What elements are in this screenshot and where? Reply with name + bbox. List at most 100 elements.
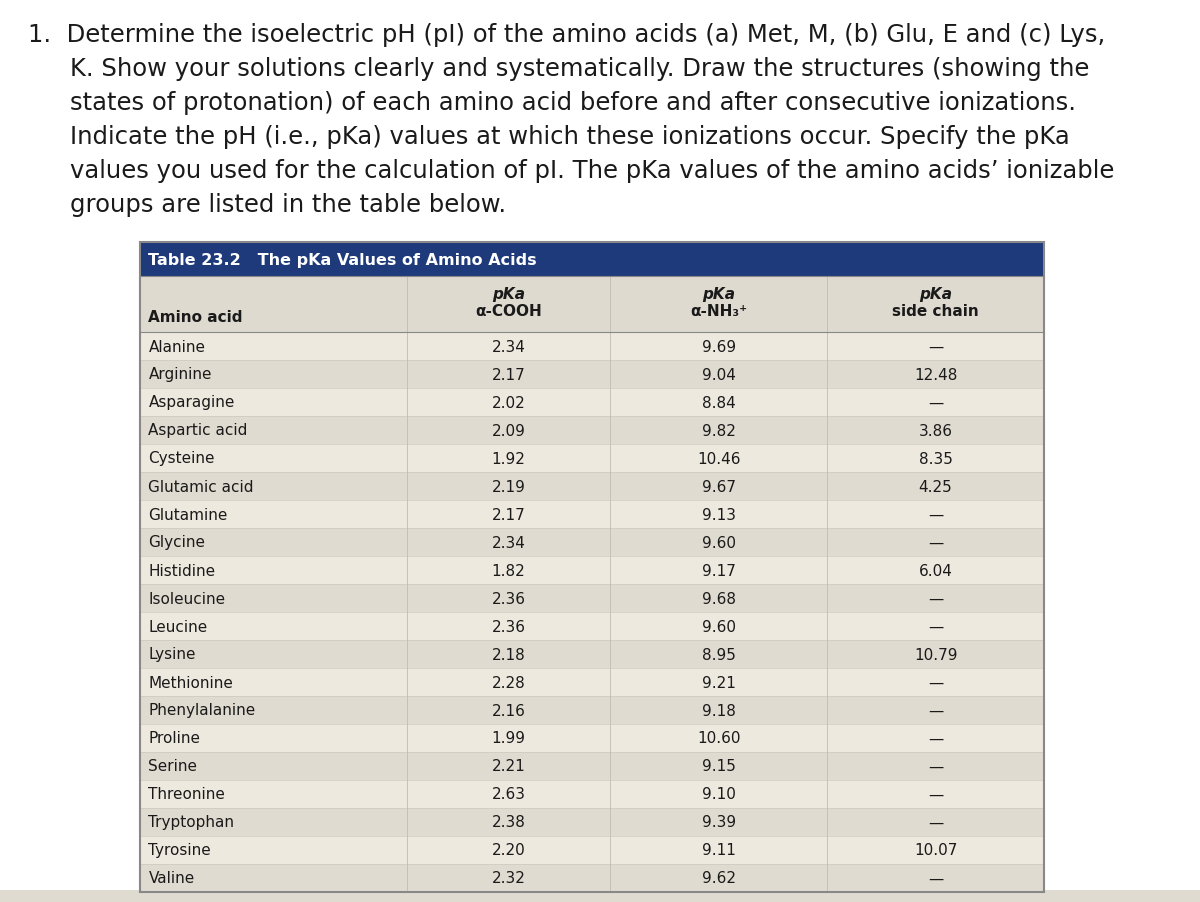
Bar [140, 584, 1044, 612]
Text: 9.68: 9.68 [702, 591, 736, 606]
Text: —: — [928, 870, 943, 886]
Text: —: — [928, 731, 943, 746]
Text: 2.02: 2.02 [492, 395, 526, 410]
Text: 2.63: 2.63 [492, 787, 526, 802]
Bar [140, 612, 1044, 640]
Text: 10.79: 10.79 [914, 647, 958, 662]
Text: 2.34: 2.34 [492, 535, 526, 550]
Bar [140, 808, 1044, 836]
Text: 10.46: 10.46 [697, 451, 740, 466]
Text: Serine: Serine [149, 759, 197, 774]
Bar [140, 277, 1044, 333]
Text: Histidine: Histidine [149, 563, 216, 578]
Text: 9.13: 9.13 [702, 507, 736, 522]
Bar [140, 724, 1044, 752]
Text: 8.35: 8.35 [919, 451, 953, 466]
Bar [140, 557, 1044, 584]
Text: 2.17: 2.17 [492, 367, 526, 382]
Text: Arginine: Arginine [149, 367, 212, 382]
Text: 3.86: 3.86 [918, 423, 953, 438]
Text: 9.17: 9.17 [702, 563, 736, 578]
Text: α-NH₃⁺: α-NH₃⁺ [690, 304, 748, 318]
Text: Phenylalanine: Phenylalanine [149, 703, 256, 718]
Text: —: — [928, 507, 943, 522]
Text: Methionine: Methionine [149, 675, 233, 690]
Bar [140, 780, 1044, 808]
Text: 10.60: 10.60 [697, 731, 740, 746]
Text: 2.32: 2.32 [492, 870, 526, 886]
Bar [140, 668, 1044, 696]
Text: 9.04: 9.04 [702, 367, 736, 382]
Text: pKa: pKa [702, 287, 736, 301]
Text: 2.09: 2.09 [492, 423, 526, 438]
Text: 9.18: 9.18 [702, 703, 736, 718]
Text: 1.92: 1.92 [492, 451, 526, 466]
Text: 2.36: 2.36 [492, 619, 526, 634]
Bar [140, 445, 1044, 473]
Bar [140, 243, 1044, 892]
Text: groups are listed in the table below.: groups are listed in the table below. [70, 193, 506, 216]
Text: 2.19: 2.19 [492, 479, 526, 494]
Text: 9.15: 9.15 [702, 759, 736, 774]
Text: K. Show your solutions clearly and systematically. Draw the structures (showing : K. Show your solutions clearly and syste… [70, 57, 1090, 81]
Text: —: — [928, 591, 943, 606]
Bar [140, 243, 1044, 277]
Text: Tyrosine: Tyrosine [149, 842, 211, 858]
Text: pKa: pKa [492, 287, 526, 301]
Text: states of protonation) of each amino acid before and after consecutive ionizatio: states of protonation) of each amino aci… [70, 91, 1076, 115]
Text: Glutamine: Glutamine [149, 507, 228, 522]
Bar [0, 890, 1200, 902]
Text: —: — [928, 787, 943, 802]
Text: Valine: Valine [149, 870, 194, 886]
Text: Tryptophan: Tryptophan [149, 815, 234, 830]
Text: 1.  Determine the isoelectric pH (pI) of the amino acids (a) Met, M, (b) Glu, E : 1. Determine the isoelectric pH (pI) of … [28, 23, 1105, 47]
Text: 2.36: 2.36 [492, 591, 526, 606]
Text: Asparagine: Asparagine [149, 395, 235, 410]
Text: 2.20: 2.20 [492, 842, 526, 858]
Bar [140, 389, 1044, 417]
Text: Glycine: Glycine [149, 535, 205, 550]
Bar [140, 529, 1044, 557]
Text: 9.82: 9.82 [702, 423, 736, 438]
Bar [140, 836, 1044, 864]
Text: 6.04: 6.04 [919, 563, 953, 578]
Bar [140, 501, 1044, 529]
Text: —: — [928, 815, 943, 830]
Text: 2.18: 2.18 [492, 647, 526, 662]
Bar [140, 333, 1044, 361]
Text: α-COOH: α-COOH [475, 304, 542, 318]
Text: Table 23.2   The pKa Values of Amino Acids: Table 23.2 The pKa Values of Amino Acids [149, 253, 538, 267]
Text: Threonine: Threonine [149, 787, 226, 802]
Text: 1.99: 1.99 [492, 731, 526, 746]
Bar [140, 417, 1044, 445]
Text: 2.16: 2.16 [492, 703, 526, 718]
Text: 9.60: 9.60 [702, 535, 736, 550]
Text: 9.11: 9.11 [702, 842, 736, 858]
Text: side chain: side chain [892, 304, 979, 318]
Text: 2.38: 2.38 [492, 815, 526, 830]
Text: Aspartic acid: Aspartic acid [149, 423, 247, 438]
Text: 10.07: 10.07 [914, 842, 958, 858]
Text: —: — [928, 339, 943, 354]
Text: 2.17: 2.17 [492, 507, 526, 522]
Bar [140, 473, 1044, 501]
Text: 8.95: 8.95 [702, 647, 736, 662]
Text: 2.21: 2.21 [492, 759, 526, 774]
Text: —: — [928, 675, 943, 690]
Text: 12.48: 12.48 [914, 367, 958, 382]
Bar [140, 640, 1044, 668]
Bar [140, 696, 1044, 724]
Text: Glutamic acid: Glutamic acid [149, 479, 254, 494]
Text: Isoleucine: Isoleucine [149, 591, 226, 606]
Text: values you used for the calculation of pI. The pKa values of the amino acids’ io: values you used for the calculation of p… [70, 159, 1115, 183]
Text: Proline: Proline [149, 731, 200, 746]
Text: Indicate the pH (i.e., pKa) values at which these ionizations occur. Specify the: Indicate the pH (i.e., pKa) values at wh… [70, 124, 1069, 149]
Text: 9.39: 9.39 [702, 815, 736, 830]
Text: —: — [928, 395, 943, 410]
Text: 8.84: 8.84 [702, 395, 736, 410]
Text: Cysteine: Cysteine [149, 451, 215, 466]
Text: —: — [928, 535, 943, 550]
Text: 9.62: 9.62 [702, 870, 736, 886]
Bar [140, 752, 1044, 780]
Text: 1.82: 1.82 [492, 563, 526, 578]
